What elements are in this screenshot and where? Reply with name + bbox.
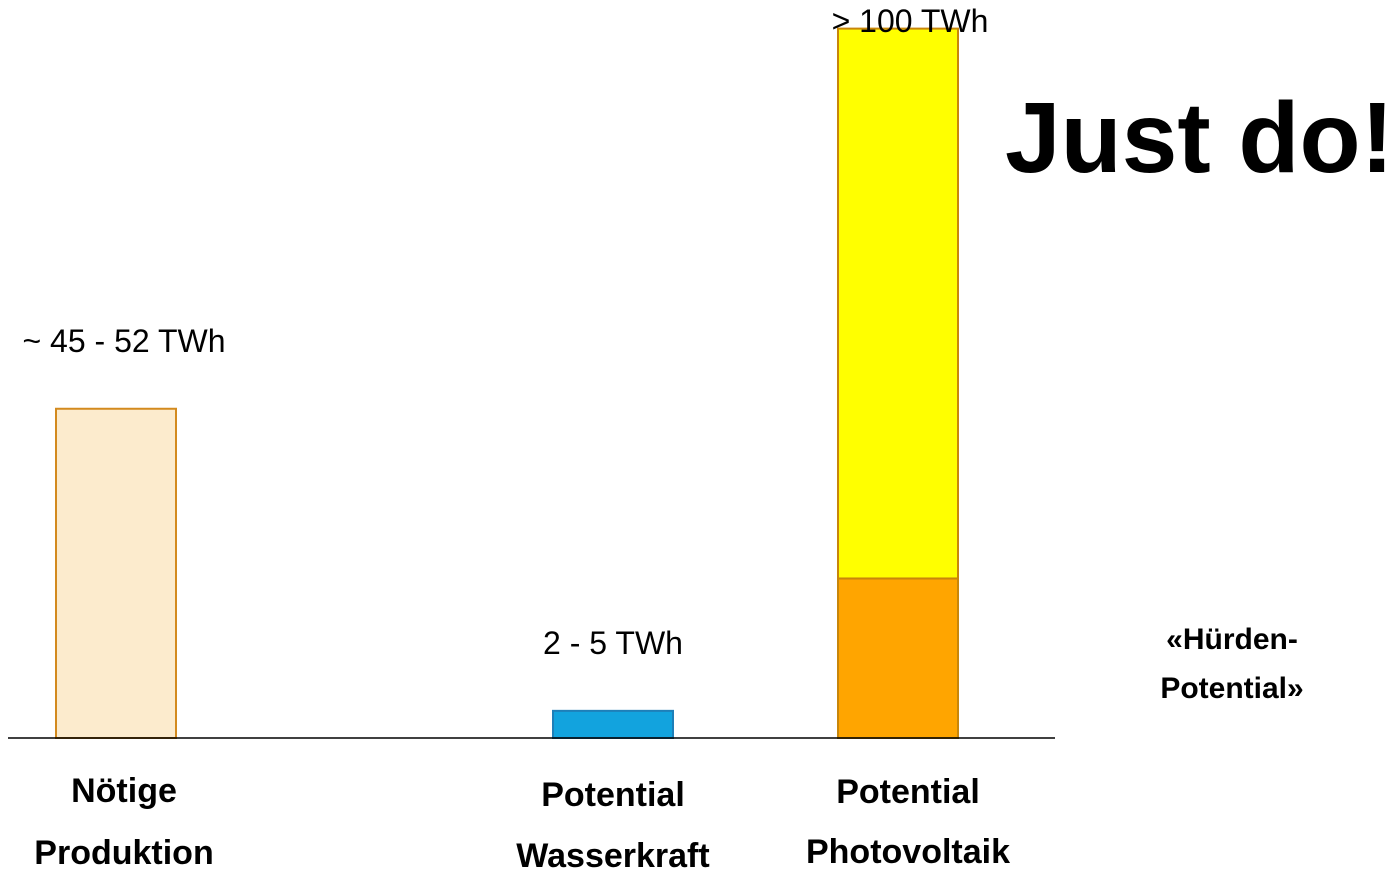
data-label-potential-wasserkraft: 2 - 5 TWh — [543, 625, 683, 661]
headline-text: Just do! — [1005, 82, 1393, 194]
category-label-potential-photovoltaik-line-2: Photovoltaik — [806, 833, 1010, 869]
bar-potential-photovoltaik-segment-1 — [837, 577, 959, 739]
labels-layer: ~ 45 - 52 TWh 2 - 5 TWh > 100 TWh Nötige Pro… — [22, 3, 1010, 869]
bar-potential-photovoltaik-segment-2 — [837, 27, 959, 580]
bars-layer — [55, 27, 959, 739]
bar-potential-wasserkraft — [552, 709, 674, 739]
category-label-potential-wasserkraft-line-2: Wasserkraft — [516, 837, 709, 869]
side-note-line-2: Potential» — [1160, 672, 1303, 705]
category-label-n-tige-produktion-line-1: Nötige — [71, 772, 177, 810]
bar-n-tige-produktion — [55, 407, 177, 739]
category-label-potential-photovoltaik-line-1: Potential — [836, 773, 980, 811]
data-label-potential-photovoltaik: > 100 TWh — [832, 3, 989, 39]
category-label-n-tige-produktion-line-2: Produktion — [34, 834, 213, 869]
side-note-line-1: «Hürden- — [1166, 623, 1298, 656]
data-label-n-tige-produktion: ~ 45 - 52 TWh — [22, 323, 225, 359]
category-label-potential-wasserkraft-line-1: Potential — [541, 776, 685, 814]
